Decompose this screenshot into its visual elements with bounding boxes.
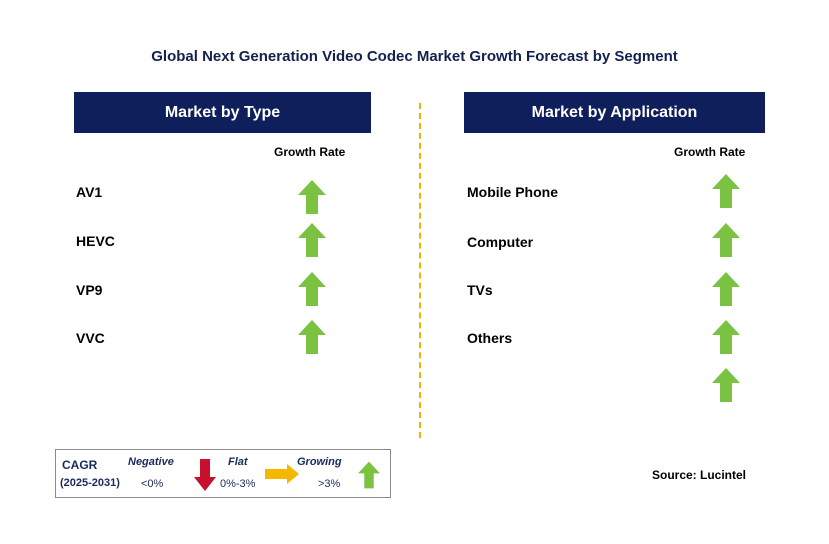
up-arrow-icon xyxy=(712,368,740,402)
type-header: Market by Type xyxy=(74,92,371,133)
up-arrow-icon xyxy=(298,320,326,354)
application-label-tvs: TVs xyxy=(467,282,493,298)
up-arrow-icon xyxy=(712,272,740,306)
legend-growing: Growing xyxy=(297,456,342,468)
up-arrow-icon xyxy=(358,461,380,489)
up-arrow-icon xyxy=(298,223,326,257)
application-label-computer: Computer xyxy=(467,234,534,250)
application-label-mobile-phone: Mobile Phone xyxy=(467,184,558,200)
chart-title: Global Next Generation Video Codec Marke… xyxy=(151,48,678,65)
type-growth-rate-label: Growth Rate xyxy=(274,145,346,159)
legend-period: (2025-2031) xyxy=(60,477,120,489)
divider-line xyxy=(419,103,421,438)
up-arrow-icon xyxy=(712,174,740,208)
legend-growing-range: >3% xyxy=(318,478,341,490)
up-arrow-icon xyxy=(712,223,740,257)
application-header: Market by Application xyxy=(464,92,765,133)
type-label-vvc: VVC xyxy=(76,330,105,346)
legend-negative-range: <0% xyxy=(141,478,164,490)
type-label-av1: AV1 xyxy=(76,184,103,200)
down-arrow-icon xyxy=(194,459,216,491)
legend-negative: Negative xyxy=(128,456,174,468)
up-arrow-icon xyxy=(298,272,326,306)
application-label-others: Others xyxy=(467,330,513,346)
up-arrow-icon xyxy=(712,320,740,354)
up-arrow-icon xyxy=(298,180,326,214)
type-label-hevc: HEVC xyxy=(76,233,115,249)
application-growth-rate-label: Growth Rate xyxy=(674,145,746,159)
right-arrow-icon xyxy=(265,464,299,484)
legend-flat-range: 0%-3% xyxy=(220,478,256,490)
legend-box: CAGR (2025-2031) Negative <0% Flat 0%-3%… xyxy=(55,449,391,498)
type-label-vp9: VP9 xyxy=(76,282,103,298)
legend-cagr: CAGR xyxy=(62,458,98,472)
legend-flat: Flat xyxy=(228,456,248,468)
source-note: Source: Lucintel xyxy=(652,468,747,482)
